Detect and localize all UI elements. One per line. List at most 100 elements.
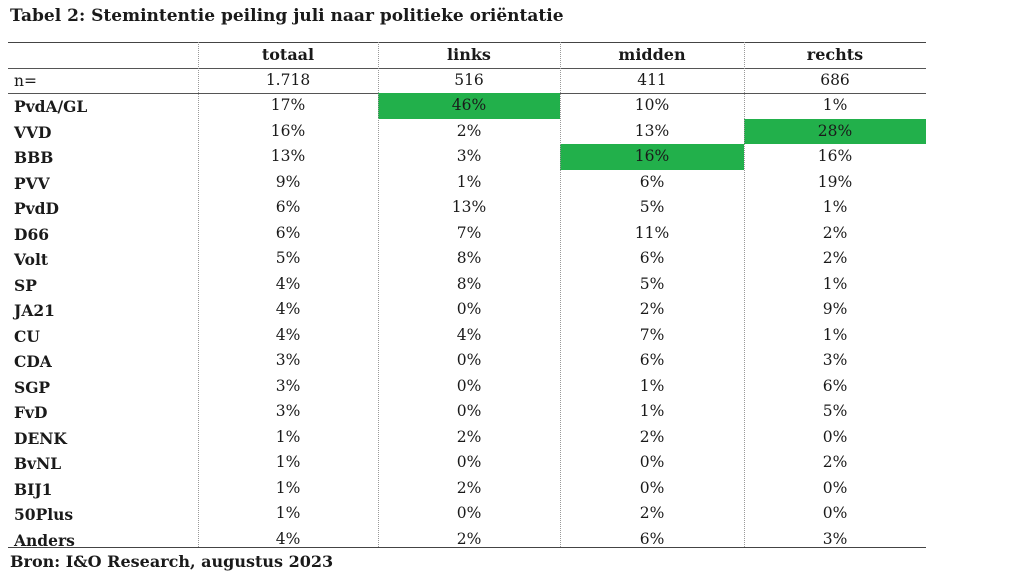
value-cell-totaal: 13% bbox=[270, 147, 306, 165]
value-cell-links: 2% bbox=[456, 427, 482, 446]
value-cell-links: 8% bbox=[456, 274, 482, 293]
value-cell-midden: 13% bbox=[634, 121, 670, 140]
party-label: Volt bbox=[14, 250, 48, 269]
value-cell-midden: 6% bbox=[639, 172, 665, 191]
n-value-midden: 411 bbox=[637, 70, 667, 89]
poll-table: totaal links midden rechts n= 1.718 516 … bbox=[8, 42, 926, 552]
col-header-rechts: rechts bbox=[806, 45, 864, 64]
value-cell-rechts: 2% bbox=[822, 249, 848, 267]
value-cell-links: 2% bbox=[456, 121, 482, 140]
value-cell-links: 0% bbox=[456, 351, 482, 369]
value-cell-links: 1% bbox=[456, 172, 482, 191]
value-cell-midden: 5% bbox=[639, 198, 665, 216]
value-cell-rechts: 0% bbox=[822, 427, 848, 446]
value-cell-totaal: 17% bbox=[270, 96, 306, 114]
value-cell-midden: 7% bbox=[639, 325, 665, 344]
col-header-midden: midden bbox=[618, 45, 686, 64]
value-cell-rechts: 5% bbox=[822, 402, 848, 420]
value-cell-links: 2% bbox=[456, 529, 482, 548]
table-row: PvdA/GL 17% 46% 10% 1% bbox=[8, 93, 926, 119]
value-cell-totaal: 4% bbox=[275, 529, 301, 548]
column-divider bbox=[744, 42, 745, 547]
table-row: FvD 3% 0% 1% 5% bbox=[8, 399, 926, 425]
header-row: totaal links midden rechts bbox=[8, 42, 926, 68]
value-cell-midden: 5% bbox=[639, 274, 665, 293]
col-header-links: links bbox=[447, 45, 491, 64]
value-cell-midden: 6% bbox=[639, 529, 665, 548]
value-cell-totaal: 1% bbox=[275, 478, 301, 497]
party-label: CDA bbox=[14, 352, 52, 371]
party-label: BIJ1 bbox=[14, 479, 53, 499]
n-row: n= 1.718 516 411 686 bbox=[8, 68, 926, 94]
value-cell-totaal: 6% bbox=[275, 198, 301, 216]
table-top-rule bbox=[8, 42, 926, 43]
n-value-totaal: 1.718 bbox=[265, 70, 311, 89]
value-cell-links: 2% bbox=[456, 478, 482, 497]
table-row: JA21 4% 0% 2% 9% bbox=[8, 297, 926, 323]
value-cell-midden: 10% bbox=[634, 96, 670, 114]
party-label: SP bbox=[14, 275, 37, 295]
party-label: VVD bbox=[14, 122, 52, 142]
table-row: CU 4% 4% 7% 1% bbox=[8, 323, 926, 349]
value-cell-midden: 2% bbox=[639, 300, 665, 318]
value-cell-links: 0% bbox=[456, 402, 482, 420]
party-label: DENK bbox=[14, 428, 67, 448]
table-row: 50Plus 1% 0% 2% 0% bbox=[8, 501, 926, 527]
value-cell-totaal: 4% bbox=[275, 274, 301, 293]
value-cell-midden: 2% bbox=[639, 504, 665, 522]
value-cell-rechts: 19% bbox=[817, 172, 853, 191]
value-cell-totaal: 6% bbox=[275, 223, 301, 242]
value-cell-totaal: 4% bbox=[275, 325, 301, 344]
value-cell-midden: 16% bbox=[560, 144, 744, 170]
table-body: PvdA/GL 17% 46% 10% 1% VVD 16% 2% 13% 28% BBB 13% 3%… bbox=[8, 93, 926, 552]
table-row: PvdD 6% 13% 5% 1% bbox=[8, 195, 926, 221]
value-cell-midden: 6% bbox=[639, 249, 665, 267]
n-value-rechts: 686 bbox=[820, 70, 850, 89]
value-cell-totaal: 3% bbox=[275, 376, 301, 395]
value-cell-rechts: 2% bbox=[822, 453, 848, 471]
value-cell-rechts: 1% bbox=[822, 96, 848, 114]
table-row: D66 6% 7% 11% 2% bbox=[8, 221, 926, 247]
value-cell-links: 13% bbox=[451, 198, 487, 216]
table-title: Tabel 2: Stemintentie peiling juli naar … bbox=[10, 6, 564, 26]
party-label: D66 bbox=[14, 224, 50, 244]
value-cell-midden: 2% bbox=[639, 427, 665, 446]
value-cell-links: 0% bbox=[456, 504, 482, 522]
table-row: BIJ1 1% 2% 0% 0% bbox=[8, 476, 926, 502]
value-cell-rechts: 16% bbox=[817, 147, 853, 165]
value-cell-totaal: 1% bbox=[275, 427, 301, 446]
party-label: JA21 bbox=[14, 301, 55, 320]
column-divider bbox=[560, 42, 561, 547]
table-row: Volt 5% 8% 6% 2% bbox=[8, 246, 926, 272]
table-row: DENK 1% 2% 2% 0% bbox=[8, 425, 926, 451]
party-label: SGP bbox=[14, 377, 51, 397]
table-bottom-rule bbox=[8, 547, 926, 548]
value-cell-links: 7% bbox=[456, 223, 482, 242]
value-cell-midden: 1% bbox=[639, 402, 665, 420]
value-cell-totaal: 3% bbox=[275, 351, 301, 369]
value-cell-midden: 1% bbox=[639, 376, 665, 395]
party-label: BBB bbox=[14, 148, 54, 167]
value-cell-links: 0% bbox=[456, 376, 482, 395]
value-cell-midden: 11% bbox=[634, 223, 670, 242]
value-cell-rechts: 6% bbox=[822, 376, 848, 395]
table-row: BBB 13% 3% 16% 16% bbox=[8, 144, 926, 170]
col-header-totaal: totaal bbox=[261, 45, 315, 64]
value-cell-links: 3% bbox=[456, 147, 482, 165]
value-cell-links: 4% bbox=[456, 325, 482, 344]
party-label: PVV bbox=[14, 173, 50, 193]
party-label: Anders bbox=[14, 530, 75, 550]
n-value-links: 516 bbox=[454, 70, 484, 89]
value-cell-totaal: 1% bbox=[275, 504, 301, 522]
header-rule bbox=[8, 67, 926, 69]
party-label: 50Plus bbox=[14, 505, 74, 524]
value-cell-links: 46% bbox=[378, 93, 560, 119]
value-cell-links: 8% bbox=[456, 249, 482, 267]
value-cell-midden: 6% bbox=[639, 351, 665, 369]
value-cell-totaal: 3% bbox=[275, 402, 301, 420]
table-row: BvNL 1% 0% 0% 2% bbox=[8, 450, 926, 476]
value-cell-midden: 0% bbox=[639, 453, 665, 471]
column-divider bbox=[198, 42, 199, 547]
value-cell-rechts: 3% bbox=[822, 529, 848, 548]
value-cell-rechts: 1% bbox=[822, 198, 848, 216]
